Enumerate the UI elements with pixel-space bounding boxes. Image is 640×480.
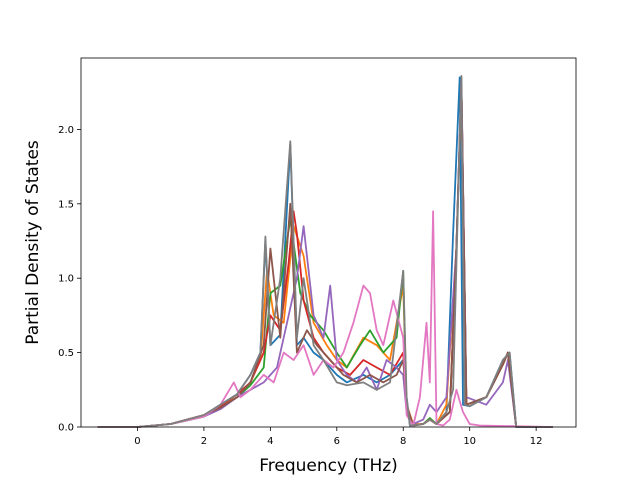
x-tick-label: 8 bbox=[400, 436, 406, 447]
series-line-3 bbox=[97, 83, 553, 428]
series-layer bbox=[97, 75, 553, 428]
series-line-6 bbox=[97, 83, 553, 428]
x-axis-label: Frequency (THz) bbox=[259, 456, 398, 476]
x-tick-label: 12 bbox=[530, 436, 543, 447]
series-line-2 bbox=[97, 83, 553, 428]
x-tick-label: 0 bbox=[134, 436, 140, 447]
series-line-1 bbox=[97, 76, 553, 428]
series-line-7 bbox=[97, 210, 553, 428]
plot-frame bbox=[80, 57, 577, 428]
x-tick-label: 10 bbox=[463, 436, 476, 447]
x-tick-label: 6 bbox=[334, 436, 340, 447]
y-tick-label: 1.0 bbox=[58, 274, 74, 285]
x-tick-label: 2 bbox=[201, 436, 207, 447]
y-tick-label: 1.5 bbox=[58, 199, 74, 210]
y-tick-label: 0.5 bbox=[58, 348, 74, 359]
series-line-5 bbox=[97, 76, 553, 428]
y-axis-ticks: 0.0 0.5 1.0 1.5 2.0 bbox=[58, 125, 81, 434]
x-tick-label: 4 bbox=[267, 436, 273, 447]
series-line-8 bbox=[97, 75, 553, 428]
y-axis-label: Partial Density of States bbox=[23, 140, 43, 345]
series-line-4 bbox=[97, 83, 553, 428]
y-tick-label: 2.0 bbox=[58, 125, 74, 136]
x-axis-ticks: 0 2 4 6 8 10 12 bbox=[134, 427, 543, 447]
y-tick-label: 0.0 bbox=[58, 423, 74, 434]
